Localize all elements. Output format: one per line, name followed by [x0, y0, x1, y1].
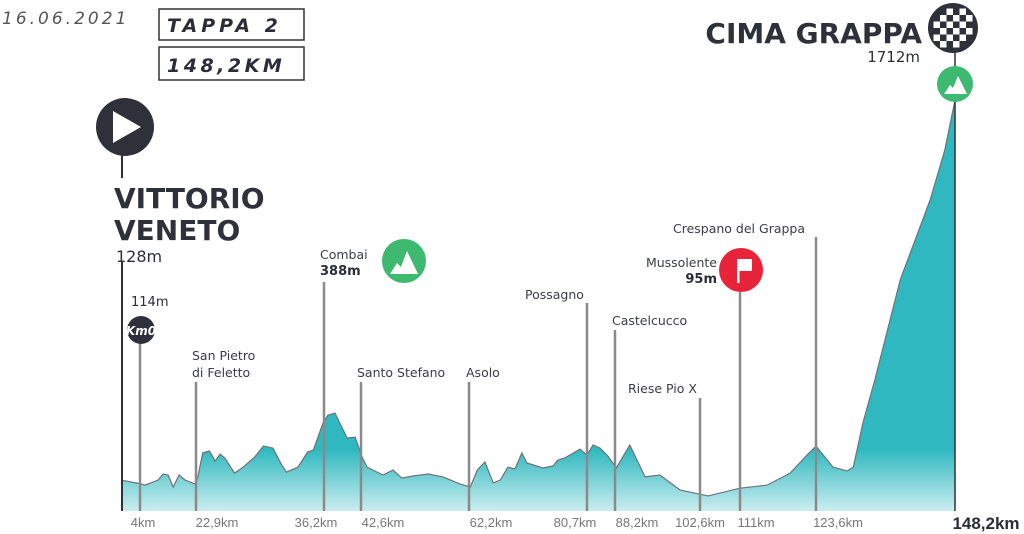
sprint-flag-icon [719, 248, 763, 292]
stage-date: 16.06.2021 [2, 9, 129, 29]
stage-number: TAPPA 2 [167, 15, 282, 37]
checkered-flag-icon [928, 3, 978, 53]
place-altitude: 388m [320, 264, 361, 279]
finish-altitude: 1712m [867, 48, 920, 66]
km-label: 102,6km [675, 515, 725, 530]
place-label: Asolo [466, 365, 500, 380]
place-label: Combai [320, 247, 368, 262]
checker-square [946, 34, 953, 41]
start-name: VITTORIO [114, 182, 265, 215]
checker-square [959, 8, 966, 15]
mountain-icon [937, 66, 973, 102]
checker-square [953, 15, 960, 22]
elevation-line [121, 99, 956, 497]
checker-square [946, 8, 953, 15]
checker-square [933, 21, 940, 28]
km-label: 42,6km [362, 515, 405, 530]
checker-square [959, 34, 966, 41]
km-label: 22,9km [196, 515, 239, 530]
km-label: 88,2km [616, 515, 659, 530]
elevation-area [122, 100, 955, 511]
mountain-icon [382, 239, 426, 283]
place-label: Crespano del Grappa [673, 221, 805, 236]
km-label: 111km [737, 515, 774, 530]
checker-square [959, 21, 966, 28]
stage-box: TAPPA 2 148,2KM [158, 8, 305, 81]
place-label: Riese Pio X [628, 381, 697, 396]
checker-square [953, 41, 960, 48]
km0-label: Km0 [126, 324, 156, 338]
checker-square [940, 28, 947, 35]
km-label: 36,2km [295, 515, 338, 530]
place-label: San Pietro [192, 348, 255, 363]
checker-square [966, 15, 973, 22]
place-label: Castelcucco [612, 313, 687, 328]
km0-badge: Km0 [126, 316, 156, 344]
km-label: 80,7km [554, 515, 597, 530]
km-label: 123,6km [813, 515, 863, 530]
place-altitude: 95m [685, 272, 717, 287]
start-name: VENETO [114, 214, 240, 247]
km-label: 62,2km [470, 515, 513, 530]
checker-square [966, 28, 973, 35]
place-label: Mussolente [646, 255, 717, 270]
place-label: Possagno [525, 287, 584, 302]
finish-name: CIMA GRAPPA [705, 17, 922, 50]
checker-square [940, 15, 947, 22]
stage-distance: 148,2KM [167, 55, 285, 77]
checker-square [953, 28, 960, 35]
place-label: Santo Stefano [357, 365, 445, 380]
place-label: di Feletto [192, 365, 250, 380]
play-icon [96, 98, 154, 156]
start-altitude: 128m [116, 247, 162, 266]
checker-square [940, 41, 947, 48]
checker-square [933, 34, 940, 41]
km0-altitude: 114m [131, 295, 168, 310]
checker-square [946, 21, 953, 28]
km-label: 4km [131, 515, 156, 530]
km-label: 148,2km [952, 514, 1019, 533]
